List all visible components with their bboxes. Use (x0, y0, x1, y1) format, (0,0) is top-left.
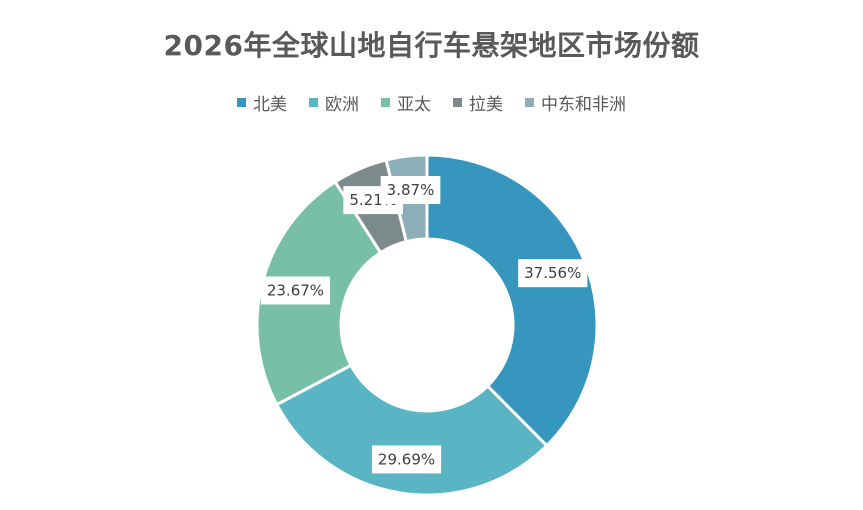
legend-label: 北美 (253, 95, 287, 115)
data-label-box (371, 445, 442, 474)
legend-item: 北美 (237, 90, 287, 115)
data-label-box (260, 276, 331, 305)
legend-label: 拉美 (469, 95, 503, 115)
data-label-box (518, 259, 588, 288)
legend-item: 亚太 (381, 90, 431, 115)
data-label: 29.69% (371, 445, 442, 474)
data-label-box (380, 176, 441, 205)
legend-item: 拉美 (453, 90, 503, 115)
legend-swatch (309, 98, 318, 107)
data-label: 23.67% (260, 276, 331, 305)
legend-label: 亚太 (397, 95, 431, 115)
data-label-text: 3.87% (387, 181, 435, 199)
chart-title: 2026年全球山地自行车悬架地区市场份额 (163, 29, 700, 62)
legend-label: 欧洲 (325, 95, 359, 115)
data-label-text: 37.56% (524, 264, 581, 282)
legend-item: 中东和非洲 (525, 90, 626, 115)
donut-slice (274, 363, 549, 497)
data-label: 3.87% (380, 176, 441, 205)
donut-slice (425, 153, 599, 448)
legend: 北美 欧洲 亚太 拉美 中东和非洲 (0, 90, 863, 115)
legend-label: 中东和非洲 (541, 95, 626, 115)
data-label: 37.56% (518, 259, 588, 288)
data-label-text: 23.67% (267, 281, 324, 299)
legend-swatch (237, 98, 246, 107)
legend-swatch (453, 98, 462, 107)
legend-item: 欧洲 (309, 90, 359, 115)
data-label-text: 29.69% (378, 450, 435, 468)
legend-swatch (525, 98, 534, 107)
legend-swatch (381, 98, 390, 107)
